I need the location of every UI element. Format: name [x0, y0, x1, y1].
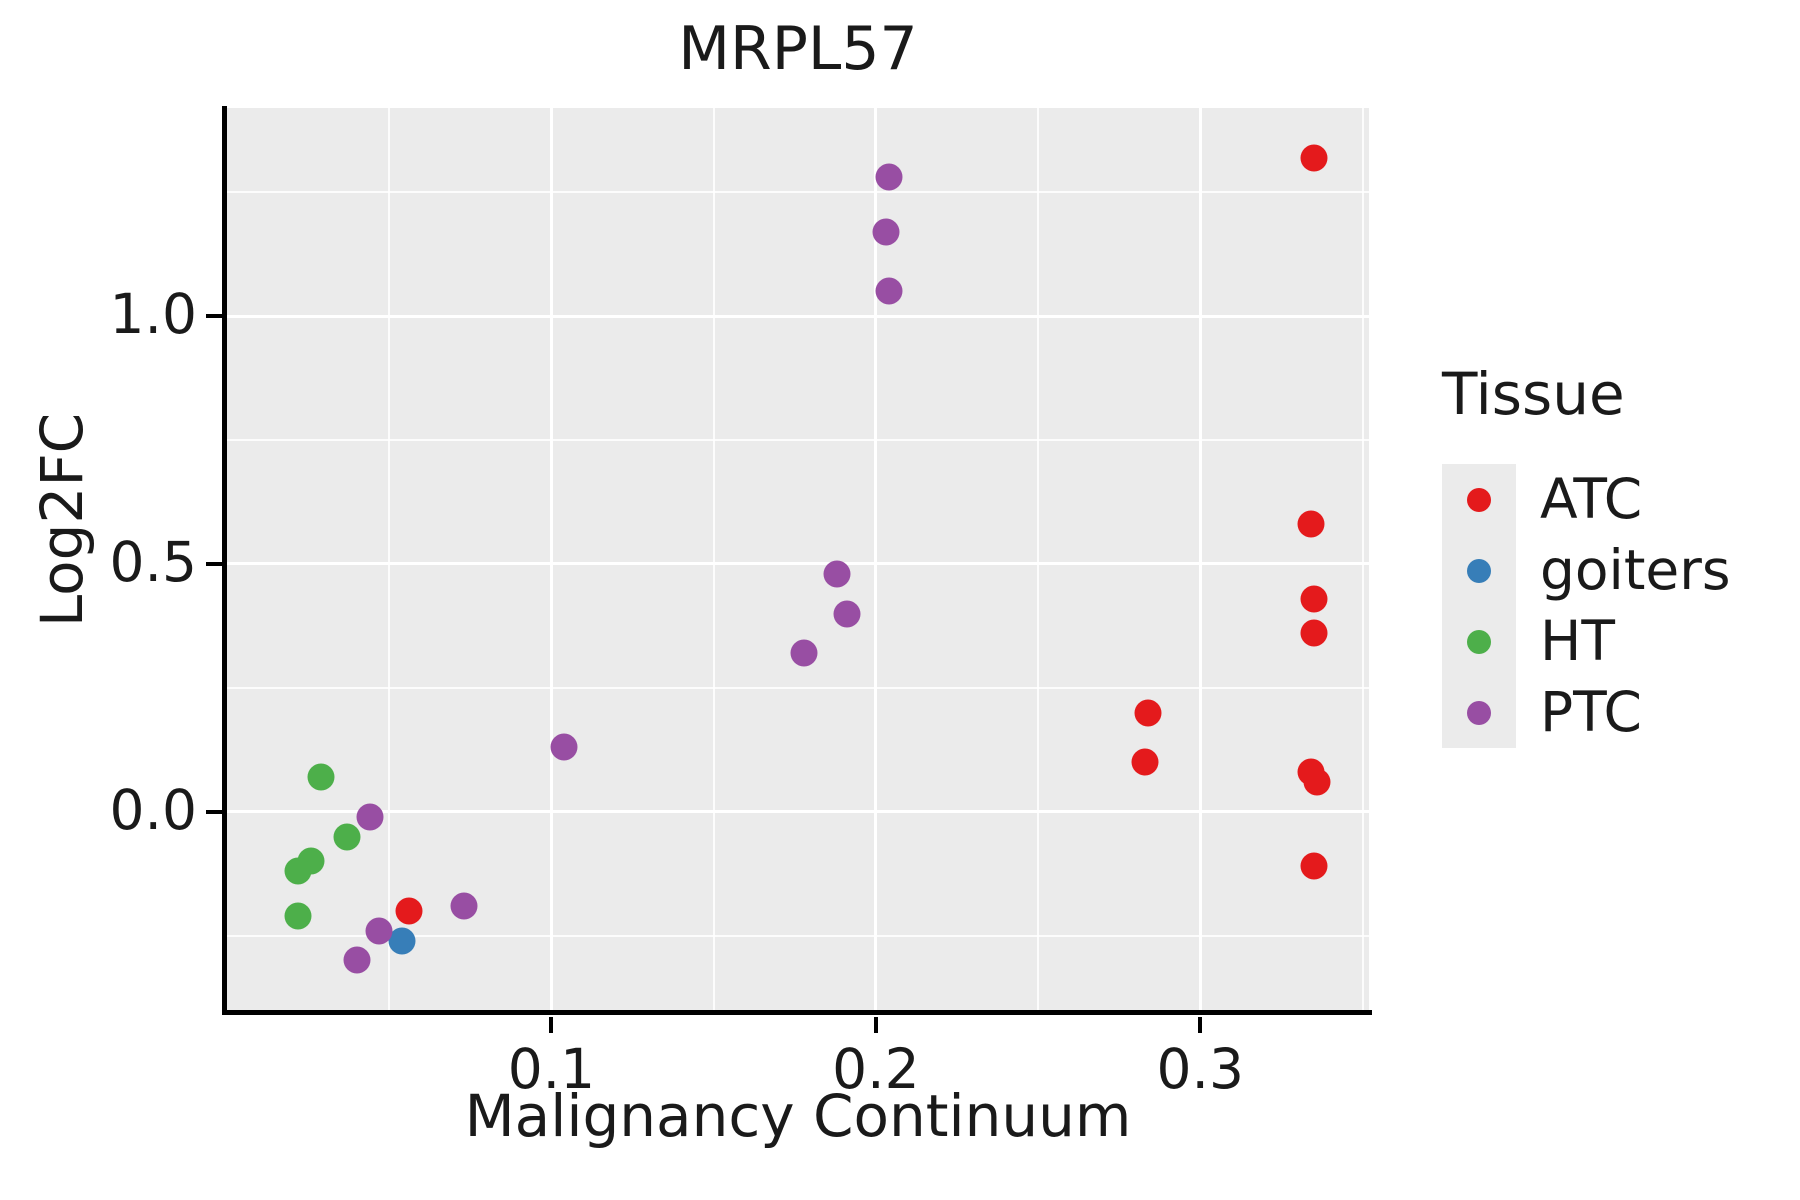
x-axis-line [222, 1010, 1372, 1015]
legend-item-PTC: PTC [1442, 677, 1798, 748]
legend-key-goiters [1442, 535, 1516, 606]
legend-title: Tissue [1442, 360, 1625, 428]
y-tick-label: 0.0 [109, 777, 197, 842]
legend-dot-icon-goiters [1467, 558, 1491, 583]
grid-line-minor-vertical [1037, 108, 1040, 1010]
grid-line-major-horizontal [227, 314, 1369, 318]
x-tick-label: 0.1 [507, 1037, 596, 1101]
legend-dot-icon-HT [1467, 629, 1491, 654]
grid-line-minor-vertical [1361, 108, 1364, 1010]
grid-line-major-vertical [549, 108, 553, 1010]
data-point-PTC [833, 600, 861, 628]
grid-line-minor-horizontal [227, 934, 1369, 937]
data-point-HT [307, 763, 335, 791]
legend: Tissue ATC goiters HT PTC [1442, 360, 1798, 748]
legend-items: ATC goiters HT PTC [1442, 464, 1798, 748]
grid-line-major-vertical [1198, 108, 1202, 1010]
legend-key-PTC [1442, 677, 1516, 748]
x-tick-label: 0.2 [832, 1037, 920, 1101]
grid-line-major-vertical [874, 108, 878, 1010]
legend-label-goiters: goiters [1540, 538, 1731, 602]
y-axis-label: Log2FC [28, 412, 96, 628]
data-point-ATC [1300, 852, 1328, 880]
data-point-ATC [1300, 619, 1328, 647]
legend-label-PTC: PTC [1540, 680, 1642, 744]
plot-panel [227, 108, 1369, 1010]
data-point-ATC [1131, 748, 1159, 776]
data-point-PTC [875, 277, 903, 305]
grid-line-minor-horizontal [227, 191, 1369, 194]
y-tick-mark [206, 809, 222, 814]
data-point-PTC [823, 560, 851, 588]
legend-label-ATC: ATC [1540, 467, 1643, 531]
grid-line-minor-horizontal [227, 686, 1369, 689]
data-point-PTC [550, 733, 578, 761]
data-point-HT [284, 857, 312, 885]
data-point-ATC [1297, 510, 1325, 538]
chart-title: MRPL57 [678, 14, 918, 84]
y-axis-line [222, 106, 227, 1015]
data-point-PTC [365, 917, 393, 945]
grid-line-major-horizontal [227, 562, 1369, 566]
x-tick-label: 0.3 [1156, 1037, 1245, 1101]
y-tick-mark [206, 314, 222, 319]
legend-item-HT: HT [1442, 606, 1798, 677]
x-tick-mark [873, 1017, 878, 1033]
y-tick-label: 0.5 [109, 529, 197, 594]
legend-key-HT [1442, 606, 1516, 677]
legend-dot-icon-PTC [1467, 700, 1491, 725]
y-tick-label: 1.0 [109, 282, 197, 347]
y-tick-mark [206, 561, 222, 566]
data-point-PTC [790, 639, 818, 667]
data-point-PTC [343, 946, 371, 974]
x-tick-mark [549, 1017, 554, 1033]
grid-line-minor-vertical [388, 108, 391, 1010]
data-point-PTC [872, 218, 900, 246]
legend-label-HT: HT [1540, 609, 1615, 673]
data-point-ATC [1300, 144, 1328, 172]
grid-line-minor-horizontal [227, 439, 1369, 442]
x-tick-mark [1198, 1017, 1203, 1033]
x-axis-label: Malignancy Continuum [464, 1082, 1132, 1150]
data-point-ATC [395, 897, 423, 925]
data-point-ATC [1300, 585, 1328, 613]
data-point-PTC [875, 163, 903, 191]
legend-key-ATC [1442, 464, 1516, 535]
data-point-ATC [1134, 699, 1162, 727]
grid-line-minor-vertical [712, 108, 715, 1010]
data-point-HT [284, 902, 312, 930]
legend-dot-icon-ATC [1467, 487, 1491, 512]
data-point-PTC [356, 803, 384, 831]
data-point-PTC [450, 892, 478, 920]
grid-line-major-horizontal [227, 810, 1369, 814]
data-point-goiters [388, 927, 416, 955]
data-point-ATC [1303, 768, 1331, 796]
data-point-HT [333, 823, 361, 851]
legend-item-ATC: ATC [1442, 464, 1798, 535]
legend-item-goiters: goiters [1442, 535, 1798, 606]
